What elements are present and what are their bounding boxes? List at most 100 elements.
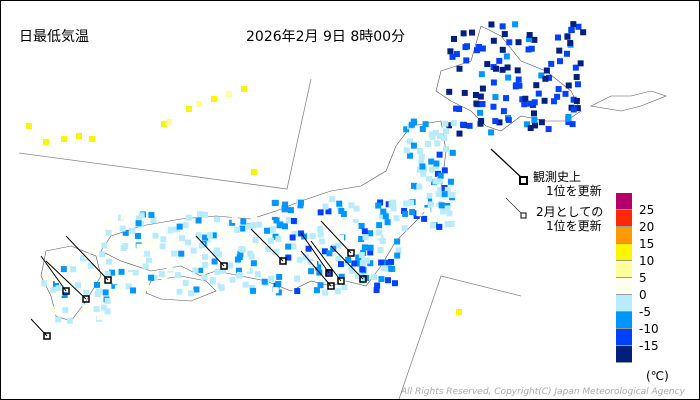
station-marker [66, 317, 73, 324]
station-marker [373, 286, 380, 293]
station-marker [219, 278, 226, 285]
station-marker [453, 51, 460, 58]
station-marker [277, 221, 284, 228]
station-marker [449, 149, 456, 156]
station-marker [178, 250, 185, 257]
scale-label: -15 [639, 339, 659, 353]
station-marker [238, 246, 245, 253]
station-marker [449, 53, 456, 60]
station-marker [384, 219, 391, 226]
station-marker [433, 160, 440, 167]
station-marker [138, 212, 145, 219]
record-marker [325, 269, 333, 277]
station-marker [250, 222, 257, 229]
station-marker [378, 213, 385, 220]
station-marker [402, 210, 409, 217]
station-marker [210, 232, 217, 239]
station-marker [114, 285, 121, 292]
station-marker [420, 170, 427, 177]
station-marker [478, 118, 485, 125]
station-marker [446, 88, 453, 95]
station-marker [338, 273, 345, 280]
station-marker [256, 221, 263, 228]
station-marker [61, 292, 68, 299]
station-marker [499, 66, 506, 73]
station-marker [352, 219, 359, 226]
station-marker [186, 106, 192, 112]
record-marker [279, 257, 287, 265]
station-marker [308, 268, 315, 275]
station-marker [326, 250, 333, 257]
station-marker [427, 201, 434, 208]
station-marker [287, 207, 294, 214]
station-marker [437, 187, 444, 194]
station-marker [317, 231, 324, 238]
station-marker [349, 267, 356, 274]
station-marker [421, 215, 428, 222]
station-marker [198, 242, 205, 249]
station-marker [568, 26, 575, 33]
station-marker [325, 208, 332, 215]
station-marker [231, 217, 238, 224]
station-marker [441, 191, 448, 198]
station-marker [354, 272, 361, 279]
station-marker [499, 23, 506, 30]
station-marker [197, 266, 204, 273]
copyright: All Rights Reserved, Copyright(C) Japan … [401, 387, 685, 397]
station-marker [202, 234, 209, 241]
station-marker [565, 113, 572, 120]
station-marker [541, 97, 548, 104]
station-marker [338, 207, 345, 214]
station-marker [479, 101, 486, 108]
station-marker [490, 37, 497, 44]
station-marker [364, 257, 371, 264]
station-marker [531, 116, 538, 123]
station-marker [227, 262, 234, 269]
station-marker [239, 225, 246, 232]
station-marker [441, 134, 448, 141]
station-marker [182, 280, 189, 287]
scale-label: 0 [639, 288, 647, 302]
station-marker [546, 74, 553, 81]
station-marker [456, 130, 463, 137]
station-marker [313, 287, 320, 294]
station-marker [419, 163, 426, 170]
station-marker [201, 274, 208, 281]
station-marker [317, 209, 324, 216]
station-marker [202, 253, 209, 260]
scale-label: 5 [639, 271, 647, 285]
station-marker [377, 247, 384, 254]
station-marker [134, 233, 141, 240]
station-marker [567, 40, 574, 47]
station-marker [355, 254, 362, 261]
station-marker [390, 205, 397, 212]
station-marker [174, 272, 181, 279]
station-marker [129, 227, 136, 234]
station-marker [569, 121, 576, 128]
station-marker [449, 192, 456, 199]
station-marker [297, 199, 304, 206]
scale-swatch [616, 193, 632, 210]
station-marker [422, 121, 429, 128]
station-marker [443, 128, 450, 135]
station-marker [105, 229, 112, 236]
station-marker [195, 217, 202, 224]
station-marker [382, 265, 389, 272]
station-marker [410, 182, 417, 189]
station-marker [389, 265, 396, 272]
station-marker [358, 252, 365, 259]
station-marker [290, 284, 297, 291]
station-marker [438, 202, 445, 209]
station-marker [322, 203, 329, 210]
station-marker [450, 120, 457, 127]
station-marker [565, 118, 572, 125]
station-marker [148, 211, 155, 218]
station-marker [93, 306, 100, 313]
station-marker [234, 226, 241, 233]
station-marker [291, 230, 298, 237]
station-marker [488, 129, 495, 136]
station-marker [492, 65, 499, 72]
station-marker [219, 267, 226, 274]
station-marker [52, 308, 59, 315]
station-marker [572, 64, 579, 71]
